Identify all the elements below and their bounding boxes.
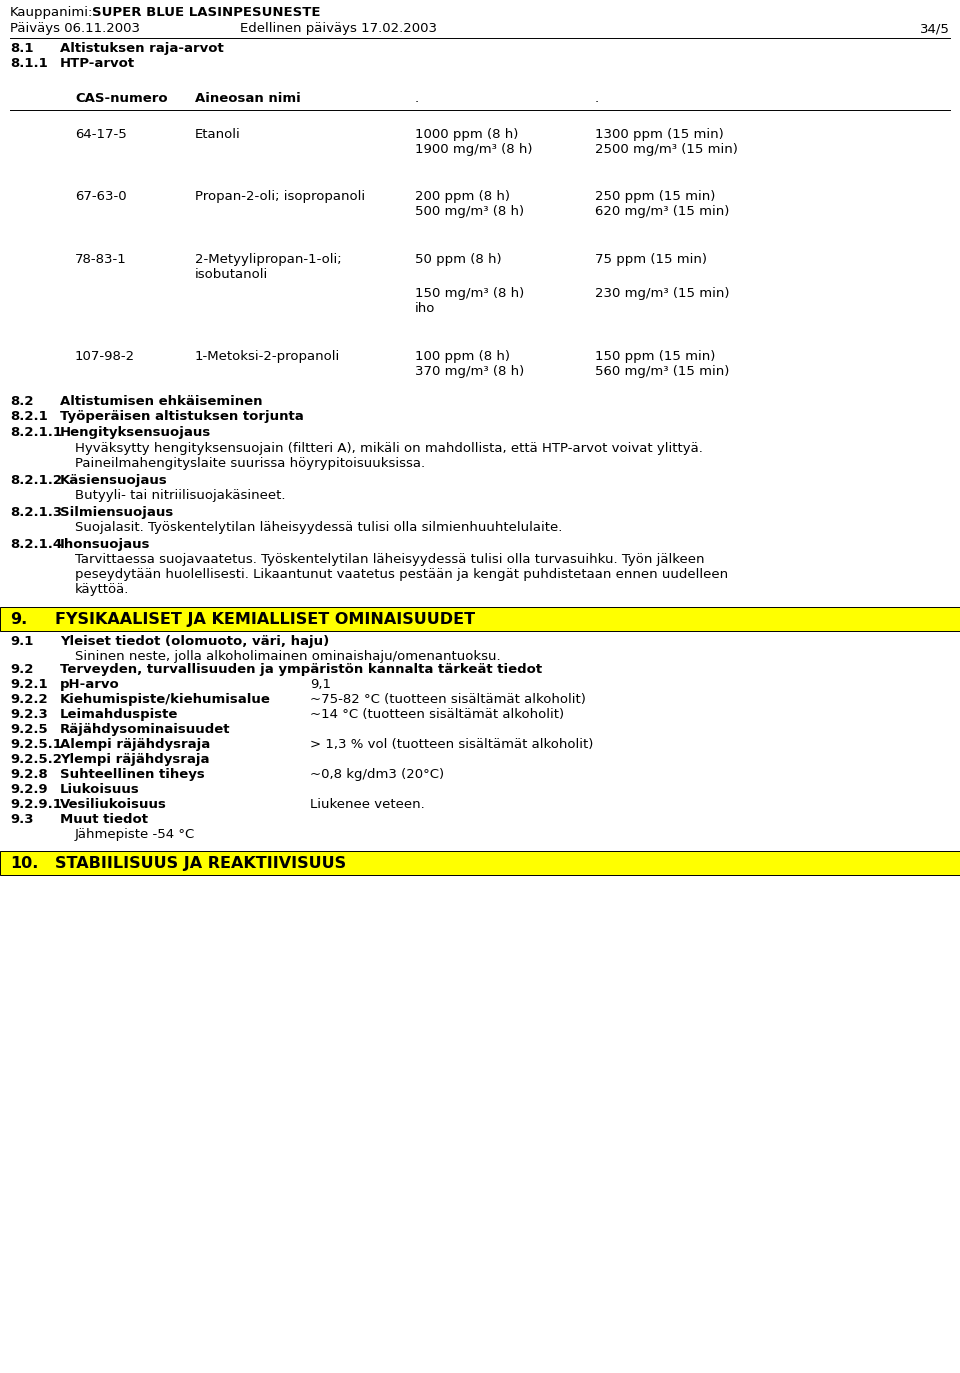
Text: Työperäisen altistuksen torjunta: Työperäisen altistuksen torjunta [60,411,303,423]
Text: Päiväys 06.11.2003: Päiväys 06.11.2003 [10,22,140,34]
Text: 8.2.1.3: 8.2.1.3 [10,507,62,519]
Text: Terveyden, turvallisuuden ja ympäristön kannalta tärkeät tiedot: Terveyden, turvallisuuden ja ympäristön … [60,663,542,676]
Text: 150 mg/m³ (8 h): 150 mg/m³ (8 h) [415,287,524,299]
Text: Edellinen päiväys 17.02.2003: Edellinen päiväys 17.02.2003 [240,22,437,34]
Text: STABIILISUUS JA REAKTIIVISUUS: STABIILISUUS JA REAKTIIVISUUS [55,855,347,870]
Text: Yleiset tiedot (olomuoto, väri, haju): Yleiset tiedot (olomuoto, väri, haju) [60,634,329,648]
Text: Liukoisuus: Liukoisuus [60,783,140,796]
Text: 2500 mg/m³ (15 min): 2500 mg/m³ (15 min) [595,143,738,157]
Text: peseydytään huolellisesti. Likaantunut vaatetus pestään ja kengät puhdistetaan e: peseydytään huolellisesti. Likaantunut v… [75,568,728,581]
Text: 370 mg/m³ (8 h): 370 mg/m³ (8 h) [415,365,524,378]
Text: iho: iho [415,302,436,314]
Text: 8.2: 8.2 [10,395,34,408]
Text: Butyyli- tai nitriilisuojakäsineet.: Butyyli- tai nitriilisuojakäsineet. [75,489,285,503]
Text: HTP-arvot: HTP-arvot [60,58,135,70]
Text: Hengityksensuojaus: Hengityksensuojaus [60,426,211,439]
Text: Suojalasit. Työskentelytilan läheisyydessä tulisi olla silmienhuuhtelulaite.: Suojalasit. Työskentelytilan läheisyydes… [75,520,563,534]
Bar [0,851,960,875]
Text: Sininen neste, jolla alkoholimainen ominaishaju/omenantuoksu.: Sininen neste, jolla alkoholimainen omin… [75,649,500,663]
Text: Altistumisen ehkäiseminen: Altistumisen ehkäiseminen [60,395,262,408]
Text: 9.2.9: 9.2.9 [10,783,48,796]
Text: pH-arvo: pH-arvo [60,678,120,691]
Text: 1300 ppm (15 min): 1300 ppm (15 min) [595,128,724,141]
Text: 150 ppm (15 min): 150 ppm (15 min) [595,350,715,362]
Text: 50 ppm (8 h): 50 ppm (8 h) [415,253,502,266]
Text: 9.2.5.2: 9.2.5.2 [10,752,61,766]
Text: 9,1: 9,1 [310,678,331,691]
Text: Propan-2-oli; isopropanoli: Propan-2-oli; isopropanoli [195,189,365,203]
Text: Jähmepiste -54 °C: Jähmepiste -54 °C [75,828,195,842]
Text: 9.2: 9.2 [10,663,34,676]
Text: 100 ppm (8 h): 100 ppm (8 h) [415,350,510,362]
Text: 230 mg/m³ (15 min): 230 mg/m³ (15 min) [595,287,730,299]
Text: 1900 mg/m³ (8 h): 1900 mg/m³ (8 h) [415,143,533,157]
Text: 9.2.5: 9.2.5 [10,724,48,736]
Text: Hyväksytty hengityksensuojain (filtteri A), mikäli on mahdollista, että HTP-arvo: Hyväksytty hengityksensuojain (filtteri … [75,442,703,454]
Text: Suhteellinen tiheys: Suhteellinen tiheys [60,768,204,781]
Text: Ihonsuojaus: Ihonsuojaus [60,538,151,551]
Text: Aineosan nimi: Aineosan nimi [195,92,300,104]
Text: 34/5: 34/5 [920,22,950,34]
Text: CAS-numero: CAS-numero [75,92,168,104]
Text: käyttöä.: käyttöä. [75,584,130,596]
Text: Räjähdysominaisuudet: Räjähdysominaisuudet [60,724,230,736]
Text: 9.2.3: 9.2.3 [10,708,48,721]
Text: .: . [595,92,599,104]
Text: 64-17-5: 64-17-5 [75,128,127,141]
Text: 9.1: 9.1 [10,634,34,648]
Text: 9.3: 9.3 [10,813,34,827]
Text: 250 ppm (15 min): 250 ppm (15 min) [595,189,715,203]
Text: 8.1.1: 8.1.1 [10,58,48,70]
Text: Paineilmahengityslaite suurissa höyrypitoisuuksissa.: Paineilmahengityslaite suurissa höyrypit… [75,457,425,470]
Text: 9.2.5.1: 9.2.5.1 [10,739,61,751]
Text: Tarvittaessa suojavaatetus. Työskentelytilan läheisyydessä tulisi olla turvasuih: Tarvittaessa suojavaatetus. Työskentelyt… [75,553,705,566]
Text: 500 mg/m³ (8 h): 500 mg/m³ (8 h) [415,205,524,218]
Text: 67-63-0: 67-63-0 [75,189,127,203]
Text: 8.1: 8.1 [10,43,34,55]
Text: ~75-82 °C (tuotteen sisältämät alkoholit): ~75-82 °C (tuotteen sisältämät alkoholit… [310,693,586,706]
Text: Liukenee veteen.: Liukenee veteen. [310,798,424,811]
Text: .: . [415,92,420,104]
Text: 9.2.8: 9.2.8 [10,768,48,781]
Text: Muut tiedot: Muut tiedot [60,813,148,827]
Text: 78-83-1: 78-83-1 [75,253,127,266]
Text: 8.2.1.4: 8.2.1.4 [10,538,62,551]
Text: Käsiensuojaus: Käsiensuojaus [60,474,168,487]
Text: SUPER BLUE LASINPESUNESTE: SUPER BLUE LASINPESUNESTE [92,5,321,19]
Text: FYSIKAALISET JA KEMIALLISET OMINAISUUDET: FYSIKAALISET JA KEMIALLISET OMINAISUUDET [55,612,475,627]
Text: 560 mg/m³ (15 min): 560 mg/m³ (15 min) [595,365,730,378]
Text: 8.2.1.2: 8.2.1.2 [10,474,62,487]
Text: 9.2.9.1: 9.2.9.1 [10,798,61,811]
Text: 1-Metoksi-2-propanoli: 1-Metoksi-2-propanoli [195,350,340,362]
Text: 107-98-2: 107-98-2 [75,350,135,362]
Text: 200 ppm (8 h): 200 ppm (8 h) [415,189,510,203]
Text: Kiehumispiste/kiehumisalue: Kiehumispiste/kiehumisalue [60,693,271,706]
Text: Etanoli: Etanoli [195,128,241,141]
Text: > 1,3 % vol (tuotteen sisältämät alkoholit): > 1,3 % vol (tuotteen sisältämät alkohol… [310,739,593,751]
Text: 75 ppm (15 min): 75 ppm (15 min) [595,253,707,266]
Text: Ylempi räjähdysraja: Ylempi räjähdysraja [60,752,209,766]
Text: 1000 ppm (8 h): 1000 ppm (8 h) [415,128,518,141]
Text: 10.: 10. [10,855,38,870]
Text: isobutanoli: isobutanoli [195,268,268,281]
Text: 8.2.1: 8.2.1 [10,411,48,423]
Text: ~0,8 kg/dm3 (20°C): ~0,8 kg/dm3 (20°C) [310,768,444,781]
Text: 9.2.1: 9.2.1 [10,678,48,691]
Text: 9.: 9. [10,612,27,627]
Text: Vesiliukoisuus: Vesiliukoisuus [60,798,167,811]
Text: Alempi räjähdysraja: Alempi räjähdysraja [60,739,210,751]
Text: 9.2.2: 9.2.2 [10,693,48,706]
Text: 2-Metyylipropan-1-oli;: 2-Metyylipropan-1-oli; [195,253,342,266]
Text: 620 mg/m³ (15 min): 620 mg/m³ (15 min) [595,205,730,218]
Text: Silmiensuojaus: Silmiensuojaus [60,507,173,519]
Text: 8.2.1.1: 8.2.1.1 [10,426,62,439]
Text: Kauppanimi:: Kauppanimi: [10,5,93,19]
Text: Altistuksen raja-arvot: Altistuksen raja-arvot [60,43,224,55]
Text: Leimahduspiste: Leimahduspiste [60,708,179,721]
Text: ~14 °C (tuotteen sisältämät alkoholit): ~14 °C (tuotteen sisältämät alkoholit) [310,708,564,721]
Bar [0,607,960,632]
